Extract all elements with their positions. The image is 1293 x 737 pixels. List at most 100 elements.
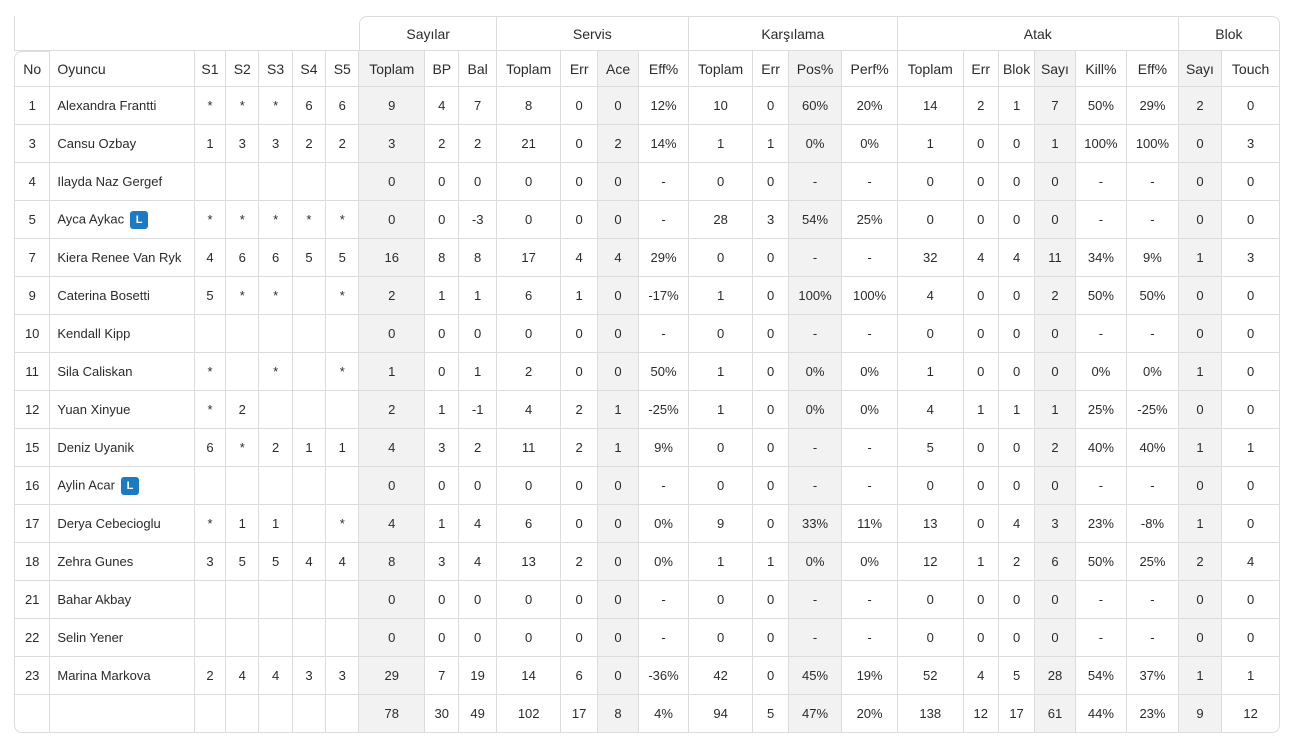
cell-pos: 0% <box>788 353 843 391</box>
cell-kill: - <box>1075 581 1128 619</box>
cell-atak-eff: - <box>1127 201 1179 239</box>
player-name: Ilayda Naz Gergef <box>57 174 163 189</box>
player-stats-table: Sayılar Servis Karşılama Atak Blok No Oyu… <box>14 16 1280 733</box>
col-header-ace[interactable]: Ace <box>597 51 640 87</box>
cell-servis-toplam: 0 <box>496 201 562 239</box>
cell-touch: 0 <box>1222 391 1280 429</box>
cell-servis-err: 0 <box>561 467 598 505</box>
col-header-karsilama-toplam[interactable]: Toplam <box>688 51 754 87</box>
cell-karsilama-toplam: 0 <box>688 163 754 201</box>
cell-no: 15 <box>14 429 51 467</box>
col-header-oyuncu[interactable]: Oyuncu <box>50 51 195 87</box>
cell-atak-eff: 9% <box>1127 239 1179 277</box>
cell-s1 <box>194 581 227 619</box>
col-header-atak-toplam[interactable]: Toplam <box>897 51 964 87</box>
cell-ace: 0 <box>597 277 640 315</box>
cell-karsilama-toplam: 0 <box>688 619 754 657</box>
cell-atak-blok: 5 <box>998 657 1036 695</box>
table-row: 16 Aylin Acar L 0 0 0 0 0 0-0 0- -0 0 0 0- -0 0 <box>14 467 1280 505</box>
cell-atak-toplam: 13 <box>897 505 964 543</box>
cell-kill: 40% <box>1075 429 1128 467</box>
cell-atak-toplam: 5 <box>897 429 964 467</box>
cell-s5: * <box>326 201 360 239</box>
cell-atak-err: 0 <box>963 201 999 239</box>
cell-blok-sayi: 0 <box>1178 391 1223 429</box>
cell-atak-blok: 0 <box>998 163 1036 201</box>
cell-kill: - <box>1075 201 1128 239</box>
col-header-atak-sayi[interactable]: Sayı <box>1035 51 1076 87</box>
col-header-pos[interactable]: Pos% <box>788 51 843 87</box>
cell-bal: 49 <box>459 695 497 733</box>
cell-sayilar-toplam: 2 <box>359 277 426 315</box>
col-header-s3[interactable]: S3 <box>259 51 293 87</box>
cell-s3: 1 <box>259 505 293 543</box>
cell-atak-err: 1 <box>963 391 999 429</box>
col-header-atak-err[interactable]: Err <box>963 51 999 87</box>
cell-s3 <box>259 467 293 505</box>
cell-ace: 2 <box>597 125 640 163</box>
cell-no: 7 <box>14 239 51 277</box>
cell-servis-err: 0 <box>561 315 598 353</box>
col-header-bp[interactable]: BP <box>425 51 460 87</box>
col-header-atak-eff[interactable]: Eff% <box>1127 51 1179 87</box>
col-header-perf[interactable]: Perf% <box>842 51 898 87</box>
cell-s4: 5 <box>292 239 327 277</box>
cell-karsilama-err: 1 <box>753 543 789 581</box>
cell-karsilama-err: 3 <box>753 201 789 239</box>
col-header-bal[interactable]: Bal <box>459 51 497 87</box>
cell-pos: 60% <box>788 87 843 125</box>
cell-s5 <box>326 695 360 733</box>
cell-blok-sayi: 1 <box>1178 239 1223 277</box>
cell-bal: 4 <box>459 505 497 543</box>
col-header-touch[interactable]: Touch <box>1222 51 1280 87</box>
cell-oyuncu: Selin Yener <box>50 619 195 657</box>
cell-blok-sayi: 0 <box>1178 467 1223 505</box>
cell-s5: * <box>326 353 360 391</box>
cell-servis-eff: 0% <box>639 505 689 543</box>
cell-s1: 6 <box>194 429 227 467</box>
cell-sayilar-toplam: 29 <box>359 657 426 695</box>
cell-kill: - <box>1075 619 1128 657</box>
cell-bal: 1 <box>459 277 497 315</box>
col-header-s2[interactable]: S2 <box>226 51 260 87</box>
cell-servis-eff: 9% <box>639 429 689 467</box>
cell-servis-eff: 0% <box>639 543 689 581</box>
cell-touch: 0 <box>1222 87 1280 125</box>
cell-servis-eff: - <box>639 201 689 239</box>
cell-karsilama-toplam: 10 <box>688 87 754 125</box>
cell-blok-sayi: 9 <box>1178 695 1223 733</box>
col-header-s4[interactable]: S4 <box>292 51 327 87</box>
col-header-servis-err[interactable]: Err <box>561 51 598 87</box>
col-header-servis-eff[interactable]: Eff% <box>639 51 689 87</box>
col-header-no[interactable]: No <box>14 51 51 87</box>
cell-servis-toplam: 0 <box>496 581 562 619</box>
libero-badge: L <box>130 210 149 229</box>
cell-atak-eff: - <box>1127 467 1179 505</box>
col-header-sayilar-toplam[interactable]: Toplam <box>359 51 426 87</box>
cell-servis-err: 0 <box>561 201 598 239</box>
cell-atak-err: 0 <box>963 581 999 619</box>
col-header-s5[interactable]: S5 <box>326 51 360 87</box>
col-header-kill[interactable]: Kill% <box>1075 51 1128 87</box>
col-header-atak-blok[interactable]: Blok <box>998 51 1036 87</box>
cell-bp: 3 <box>425 543 460 581</box>
cell-karsilama-err: 0 <box>753 619 789 657</box>
col-header-s1[interactable]: S1 <box>194 51 227 87</box>
cell-atak-toplam: 32 <box>897 239 964 277</box>
cell-s2 <box>226 695 260 733</box>
cell-atak-blok: 4 <box>998 239 1036 277</box>
cell-pos: - <box>788 239 843 277</box>
cell-karsilama-toplam: 0 <box>688 467 754 505</box>
col-header-servis-toplam[interactable]: Toplam <box>496 51 562 87</box>
cell-servis-eff: -25% <box>639 391 689 429</box>
cell-servis-err: 2 <box>561 429 598 467</box>
cell-no: 3 <box>14 125 51 163</box>
cell-atak-sayi: 0 <box>1035 353 1076 391</box>
col-header-blok-sayi[interactable]: Sayı <box>1178 51 1223 87</box>
cell-oyuncu: Kendall Kipp <box>50 315 195 353</box>
cell-servis-err: 0 <box>561 581 598 619</box>
cell-atak-sayi: 61 <box>1035 695 1076 733</box>
cell-s2 <box>226 619 260 657</box>
cell-karsilama-err: 0 <box>753 505 789 543</box>
col-header-karsilama-err[interactable]: Err <box>753 51 789 87</box>
